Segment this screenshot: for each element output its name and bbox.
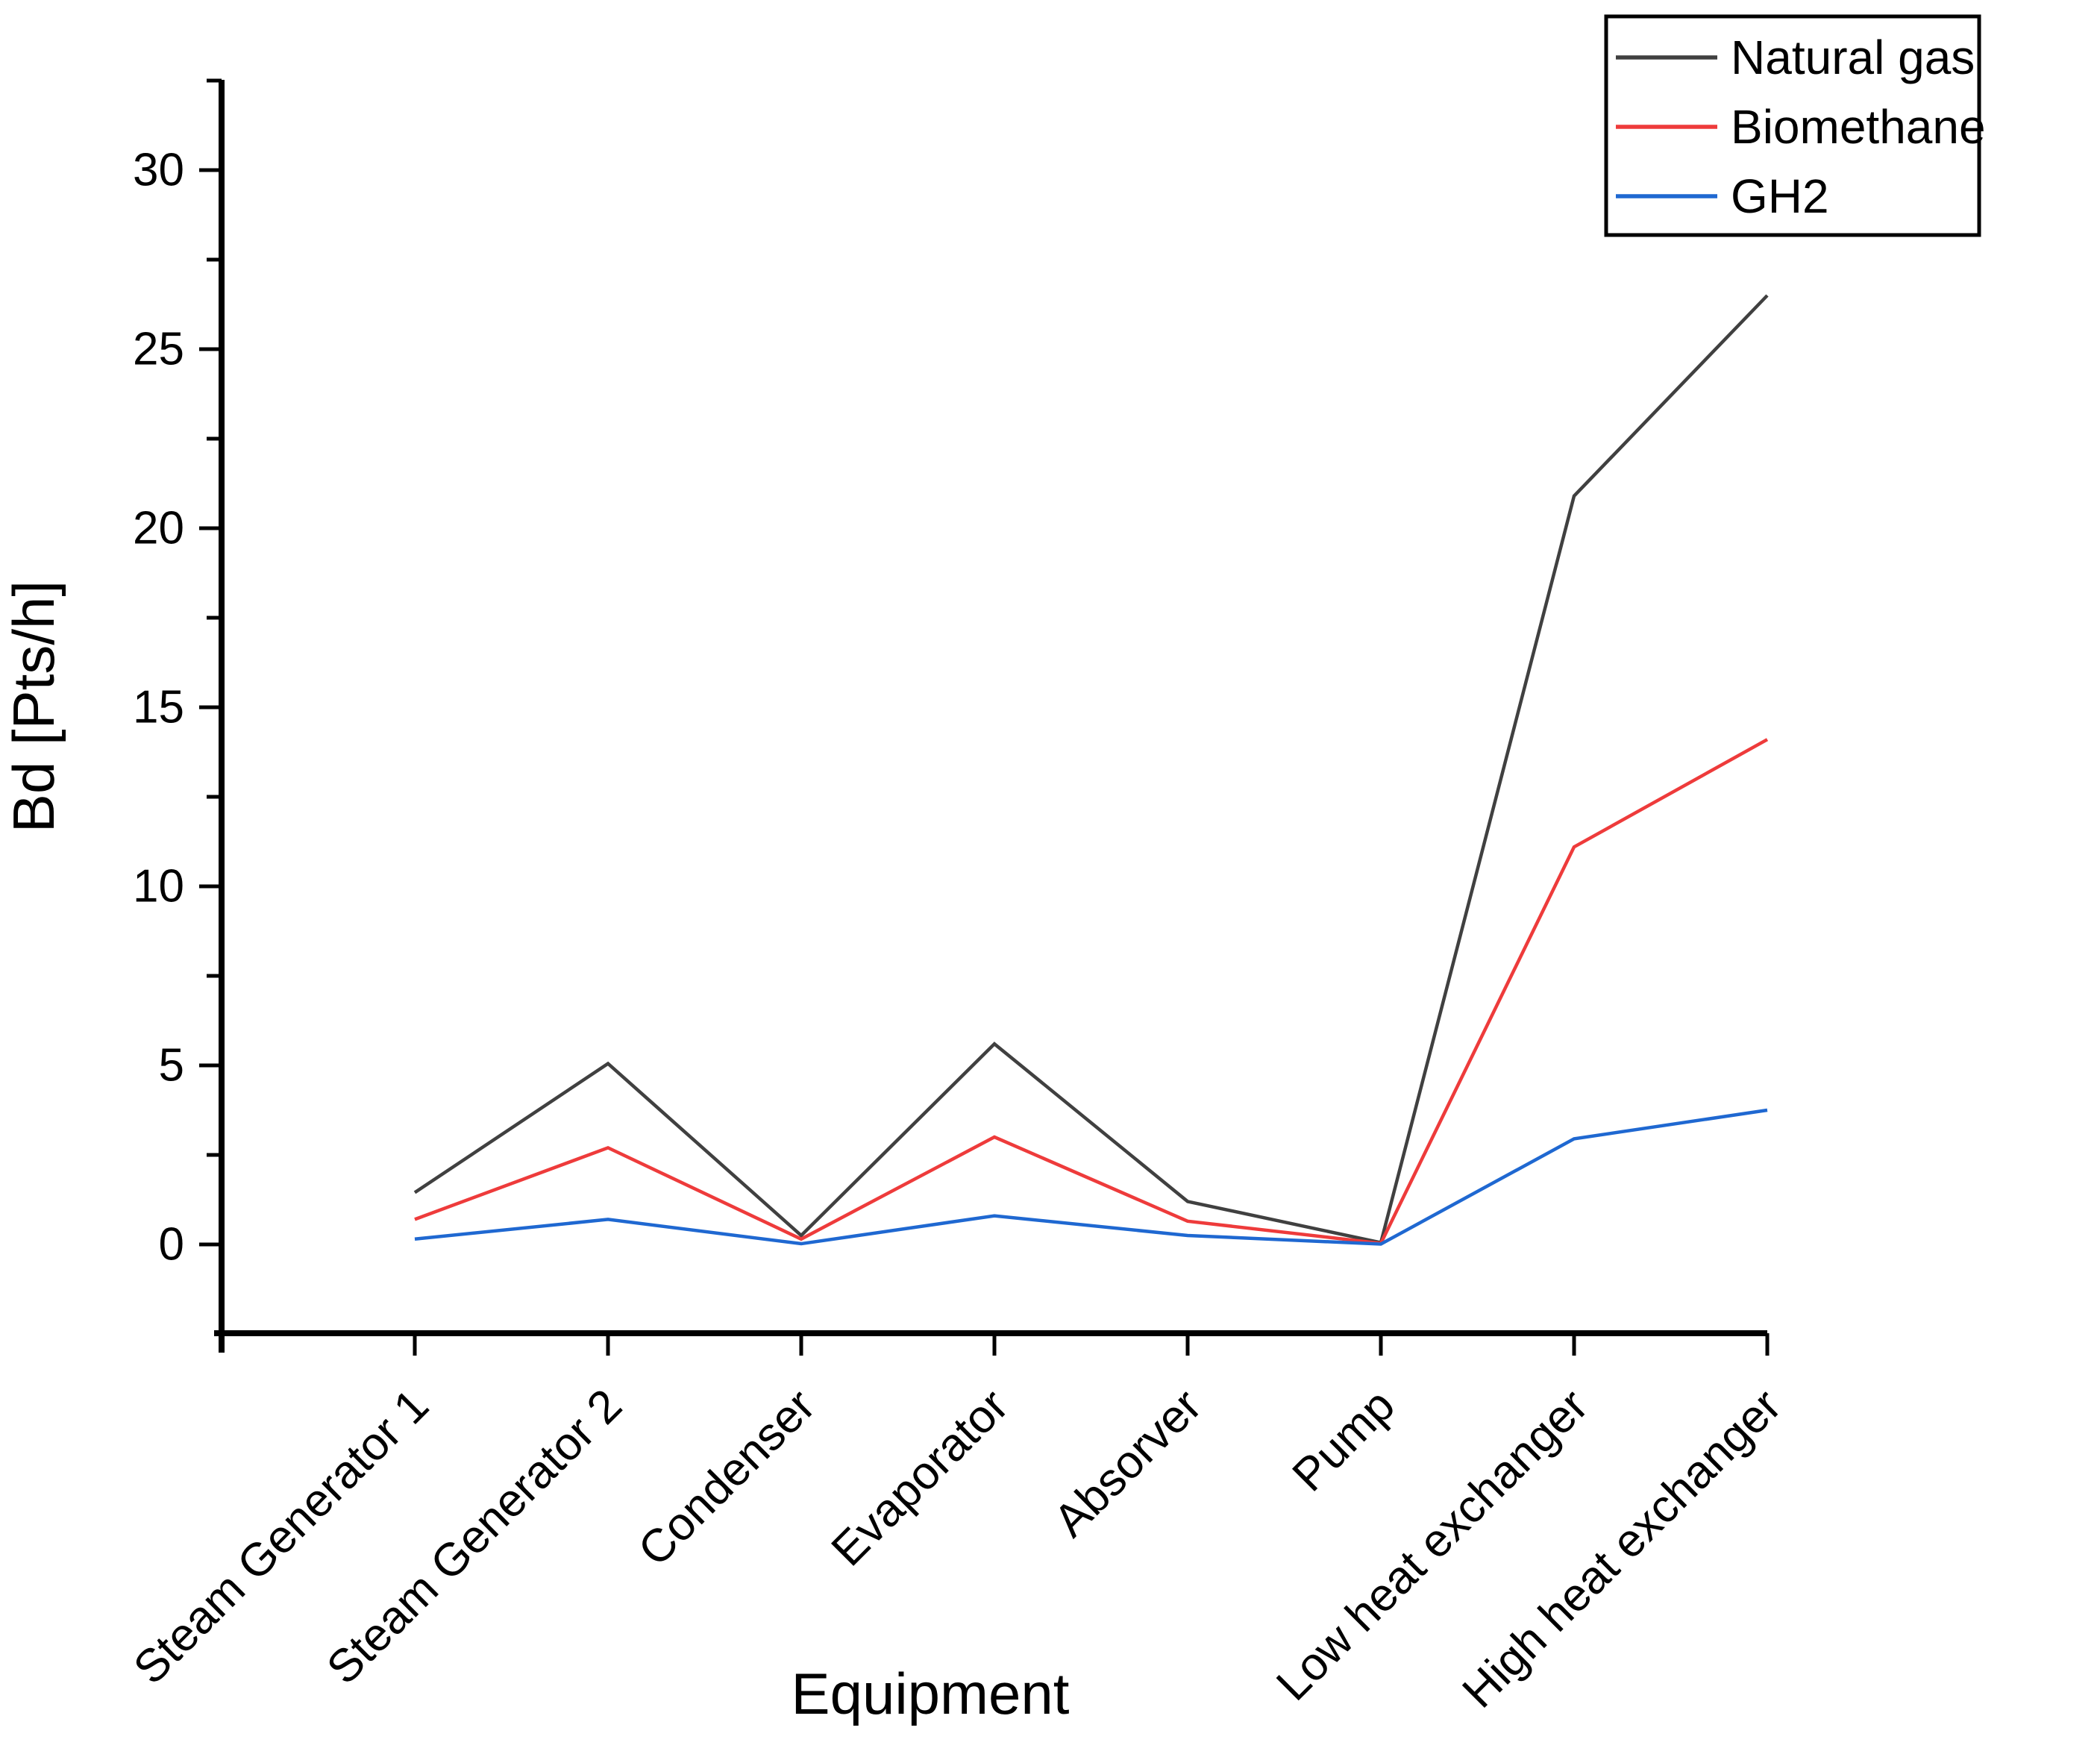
y-tick-labels: 0 5 10 15 20 25 30: [133, 145, 184, 1271]
y-tick-label: 30: [133, 145, 184, 196]
x-tick-label: Absorver: [1044, 1379, 1212, 1547]
y-tick-label: 20: [133, 503, 184, 554]
x-tick-label: Evaporator: [822, 1379, 1018, 1576]
x-tick-label: Low heat exchanger: [1267, 1379, 1598, 1711]
series-line-biomethane: [414, 738, 1769, 1245]
x-axis-title: Equipment: [792, 1661, 1070, 1726]
series-line-natural-gas: [413, 294, 1769, 1245]
y-tick-label: 15: [133, 682, 184, 733]
series-line-gh2: [414, 1108, 1768, 1246]
y-tick-label: 25: [133, 324, 184, 375]
y-tick-label: 5: [159, 1040, 184, 1092]
x-tick-label: Condenser: [629, 1379, 825, 1576]
x-tick-label: Pump: [1283, 1379, 1405, 1501]
axes: [199, 78, 1770, 1356]
legend-label-gh2: GH2: [1731, 169, 1829, 223]
y-tick-label: 0: [159, 1219, 184, 1271]
legend: Natural gas Biomethane GH2: [1604, 14, 1986, 237]
legend-label-natural-gas: Natural gas: [1731, 31, 1975, 84]
series-lines: [413, 294, 1769, 1246]
y-tick-label: 10: [133, 861, 184, 912]
legend-label-biomethane: Biomethane: [1731, 100, 1986, 154]
x-tick-label: High heat exchanger: [1453, 1379, 1791, 1717]
y-axis-title: Bd [Pts/h]: [1, 580, 66, 833]
